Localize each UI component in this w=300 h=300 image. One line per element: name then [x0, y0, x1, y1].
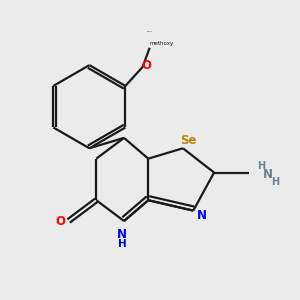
Text: H: H [118, 238, 127, 248]
Text: Se: Se [180, 134, 196, 147]
Text: N: N [117, 228, 127, 241]
Text: O: O [55, 214, 65, 227]
Text: H: H [257, 161, 265, 171]
Text: N: N [263, 168, 273, 181]
Text: H: H [271, 177, 279, 187]
Text: methoxy: methoxy [146, 31, 153, 32]
Text: N: N [197, 209, 207, 222]
Text: methoxy: methoxy [150, 41, 174, 46]
Text: O: O [141, 58, 151, 72]
